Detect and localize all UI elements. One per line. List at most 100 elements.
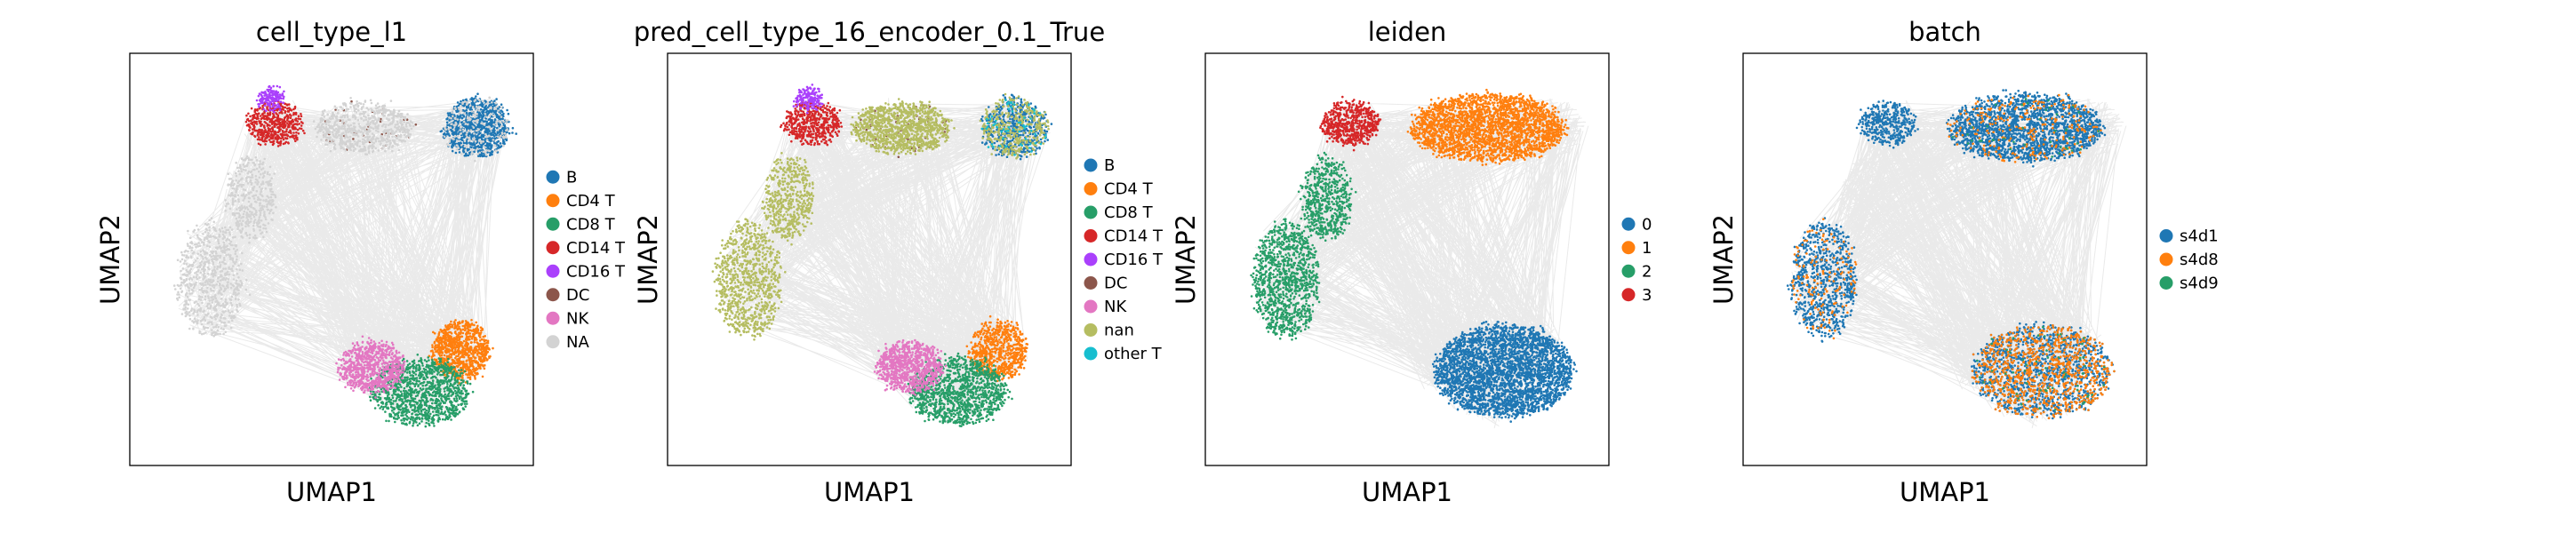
legend-marker [1621, 264, 1636, 278]
points-nk [335, 335, 406, 399]
umap-points [172, 84, 517, 428]
legend-label: NA [566, 333, 589, 352]
panel-title: cell_type_l1 [256, 17, 407, 47]
points-cd14-t [779, 100, 844, 147]
plot-frame [1742, 52, 2148, 466]
points-1 [1406, 88, 1570, 166]
legend-marker [546, 264, 560, 278]
points-nan [979, 92, 1050, 160]
legend-item: NK [546, 309, 589, 328]
y-axis-label: UMAP2 [95, 214, 125, 305]
points-2 [1250, 218, 1321, 341]
legend-item: 2 [1621, 262, 1652, 281]
umap-points [711, 84, 1053, 428]
y-axis-label: UMAP2 [1171, 214, 1201, 305]
legend-marker [1084, 158, 1098, 172]
points-s4d8 [1971, 323, 2116, 420]
legend-item: nan [1084, 322, 1134, 340]
legend-item: CD4 T [546, 192, 616, 211]
panel-title: pred_cell_type_16_encoder_0.1_True [634, 17, 1105, 47]
legend-label: 2 [1642, 262, 1652, 281]
legend-label: NK [566, 309, 589, 328]
umap-edges [1791, 98, 2127, 429]
legend-marker [1084, 299, 1098, 314]
points-nan [761, 151, 815, 246]
legend: s4d1 s4d8 s4d9 [2159, 227, 2219, 293]
legend-marker [1084, 276, 1098, 290]
legend-label: CD14 T [566, 239, 626, 258]
points-cd8-t [368, 353, 475, 428]
points-s4d8 [1791, 218, 1858, 340]
legend-item: B [546, 168, 577, 187]
legend-marker [1084, 182, 1098, 195]
x-axis-label: UMAP1 [286, 477, 377, 507]
legend-label: nan [1104, 322, 1134, 340]
points-cd16-t [792, 84, 824, 115]
legend-marker [546, 170, 560, 184]
legend-label: CD16 T [1104, 251, 1164, 269]
legend-item: CD8 T [546, 215, 616, 234]
plot-frame [129, 52, 534, 466]
legend-marker [546, 241, 560, 255]
plot-frame [1204, 52, 1610, 466]
x-axis-label: UMAP1 [1362, 477, 1452, 507]
y-axis-label: UMAP2 [633, 214, 663, 305]
legend-marker [2159, 229, 2173, 243]
legend-marker [546, 335, 560, 349]
legend-marker [1084, 323, 1098, 337]
legend-item: CD16 T [546, 262, 626, 281]
legend-marker [1084, 252, 1098, 266]
legend-item: B [1084, 156, 1115, 175]
legend-item: 0 [1621, 215, 1652, 234]
umap-panel-4: batch UMAP1 UMAP2 s4d1 s4d8 s4d9 [1708, 17, 2219, 507]
legend-marker [1084, 229, 1098, 243]
legend-item: NA [546, 333, 589, 352]
legend-label: 3 [1642, 286, 1652, 305]
umap-panel-1: cell_type_l1 UMAP1 UMAP2 B CD4 T CD8 T CD14 T C… [95, 17, 626, 507]
legend-label: DC [566, 286, 589, 305]
legend-item: s4d1 [2159, 227, 2219, 246]
legend-marker [1084, 346, 1098, 361]
points-cd16-t [255, 84, 285, 114]
points-dc [854, 104, 948, 158]
panel-title: leiden [1368, 17, 1447, 47]
legend-marker [2159, 276, 2173, 290]
y-axis-label: UMAP2 [1708, 214, 1739, 305]
legend-item: CD14 T [546, 239, 626, 258]
legend-item: other T [1084, 345, 1163, 363]
umap-edges [1253, 98, 1589, 429]
points-na [443, 96, 509, 163]
points-0 [1431, 320, 1578, 423]
legend: B CD4 T CD8 T CD14 T CD16 T DC NK nan other T [1084, 156, 1164, 363]
legend-label: 0 [1642, 215, 1652, 234]
umap-panel-3: leiden UMAP1 UMAP2 0 1 2 3 [1171, 17, 1652, 507]
legend-marker [546, 194, 560, 208]
legend-item: CD14 T [1084, 227, 1164, 246]
legend-item: s4d8 [2159, 251, 2219, 269]
legend-label: NK [1104, 298, 1127, 316]
umap-panel-2: pred_cell_type_16_encoder_0.1_True UMAP1 U… [633, 17, 1164, 507]
legend-label: CD4 T [1104, 180, 1154, 199]
legend-item: CD8 T [1084, 203, 1154, 222]
legend-marker [546, 217, 560, 231]
legend-item: NK [1084, 298, 1127, 316]
legend-marker [546, 311, 560, 325]
points-cd8-t [907, 352, 1013, 428]
points-s4d1 [1855, 99, 1919, 149]
points-cd14-t [244, 97, 306, 147]
legend-marker [546, 288, 560, 302]
umap-points [1250, 88, 1578, 423]
legend-label: other T [1104, 345, 1163, 363]
legend-label: CD14 T [1104, 227, 1164, 246]
legend-marker [1621, 241, 1636, 255]
legend-marker [2159, 252, 2173, 266]
legend: B CD4 T CD8 T CD14 T CD16 T DC NK NA [546, 168, 626, 352]
legend-item: DC [546, 286, 589, 305]
legend-item: 1 [1621, 239, 1652, 258]
points-na [172, 217, 252, 338]
points-nk [873, 338, 948, 396]
x-axis-label: UMAP1 [1900, 477, 1990, 507]
legend-label: CD4 T [566, 192, 616, 211]
legend-label: s4d1 [2180, 227, 2219, 246]
